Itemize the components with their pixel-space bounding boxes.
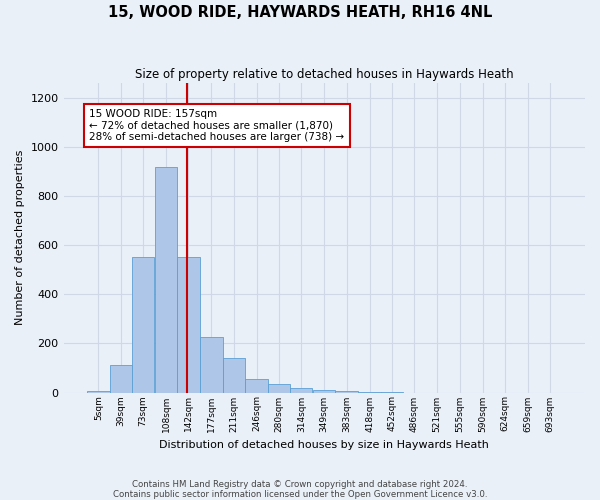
Title: Size of property relative to detached houses in Haywards Heath: Size of property relative to detached ho… — [135, 68, 514, 80]
Text: 15, WOOD RIDE, HAYWARDS HEATH, RH16 4NL: 15, WOOD RIDE, HAYWARDS HEATH, RH16 4NL — [108, 5, 492, 20]
X-axis label: Distribution of detached houses by size in Haywards Heath: Distribution of detached houses by size … — [160, 440, 489, 450]
Bar — [313, 390, 335, 392]
Bar — [290, 388, 313, 392]
Bar — [268, 384, 290, 392]
Bar — [155, 166, 177, 392]
Bar — [245, 379, 268, 392]
Bar — [223, 358, 245, 392]
Text: Contains HM Land Registry data © Crown copyright and database right 2024.
Contai: Contains HM Land Registry data © Crown c… — [113, 480, 487, 499]
Bar — [132, 258, 154, 392]
Y-axis label: Number of detached properties: Number of detached properties — [15, 150, 25, 326]
Bar — [110, 366, 132, 392]
Bar — [177, 258, 200, 392]
Bar — [200, 338, 223, 392]
Text: 15 WOOD RIDE: 157sqm
← 72% of detached houses are smaller (1,870)
28% of semi-de: 15 WOOD RIDE: 157sqm ← 72% of detached h… — [89, 109, 344, 142]
